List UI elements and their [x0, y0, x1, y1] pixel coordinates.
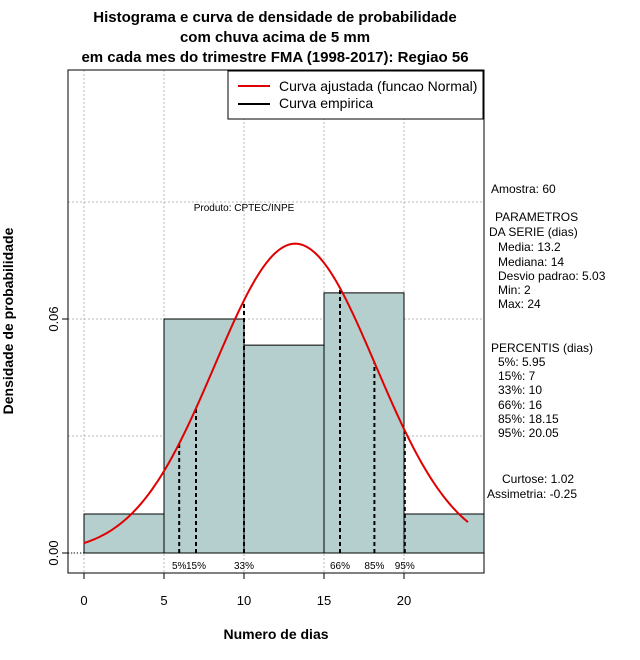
stat-sample: Amostra: 60	[491, 182, 556, 196]
stat-p66: 66%: 16	[498, 398, 542, 412]
normal-curve-line	[83, 242, 469, 545]
histogram-bar-4	[323, 292, 405, 554]
stat-median: Mediana: 14	[498, 255, 564, 269]
stat-p85: 85%: 18.15	[498, 412, 559, 426]
x-tick-label-20: 20	[397, 593, 411, 608]
x-tick-label-0: 0	[80, 593, 87, 608]
stats-panel: Amostra: 60 PARAMETROS DA SERIE (dias) M…	[487, 182, 606, 501]
legend-label-normal: Curva ajustada (funcao Normal)	[279, 78, 477, 94]
stat-p5: 5%: 5.95	[498, 355, 546, 369]
stat-params-heading: PARAMETROS	[495, 210, 578, 224]
histogram-bar-2	[163, 318, 245, 554]
percentile-label-5: 85%	[364, 561, 384, 572]
stat-kurtosis: Curtose: 1.02	[502, 472, 574, 486]
plot-border	[67, 69, 485, 574]
stat-skewness: Assimetria: -0.25	[487, 487, 577, 501]
legend-box	[227, 70, 484, 120]
x-tick-label-10: 10	[237, 593, 251, 608]
percentile-label-1: 5%	[172, 561, 187, 572]
stat-mean: Media: 13.2	[498, 240, 561, 254]
percentile-label-2: 15%	[186, 561, 206, 572]
stat-p33: 33%: 10	[498, 383, 542, 397]
chart-title-line-1: Histograma e curva de densidade de proba…	[93, 9, 456, 26]
stat-percentiles-heading: PERCENTIS (dias)	[491, 341, 593, 355]
histogram-bars	[68, 292, 485, 554]
percentile-label-4: 66%	[330, 561, 350, 572]
chart-title-line-2: com chuva acima de 5 mm	[180, 29, 370, 46]
x-axis-label: Numero de dias	[223, 626, 328, 642]
chart-title-line-3: em cada mes do trimestre FMA (1998-2017)…	[81, 49, 468, 66]
stat-p15: 15%: 7	[498, 369, 536, 383]
stat-sd: Desvio padrao: 5.03	[498, 269, 606, 283]
legend-label-empirical: Curva empirica	[279, 95, 373, 111]
normal-curve	[83, 242, 469, 545]
stat-max: Max: 24	[498, 297, 541, 311]
histogram-bar-3	[243, 344, 325, 554]
stat-params-subheading: DA SERIE (dias)	[489, 225, 578, 239]
percentile-label-6: 95%	[395, 561, 415, 572]
axes: 0 5 10 15 20 0.00 0.06	[46, 306, 411, 608]
x-tick-label-15: 15	[317, 593, 331, 608]
y-tick-label-2: 0.06	[46, 306, 61, 331]
y-tick-label-1: 0.00	[46, 540, 61, 565]
stat-min: Min: 2	[498, 283, 531, 297]
x-tick-label-5: 5	[160, 593, 167, 608]
histogram-bar-5	[403, 513, 485, 554]
percentile-label-3: 33%	[234, 561, 254, 572]
y-axis-label: Densidade de probabilidade	[0, 227, 16, 414]
legend: Curva ajustada (funcao Normal) Curva emp…	[227, 70, 484, 120]
product-annotation: Produto: CPTEC/INPE	[194, 203, 295, 214]
percentile-lines: 5% 15% 33% 66% 85% 95%	[172, 288, 415, 572]
stat-p95: 95%: 20.05	[498, 426, 559, 440]
